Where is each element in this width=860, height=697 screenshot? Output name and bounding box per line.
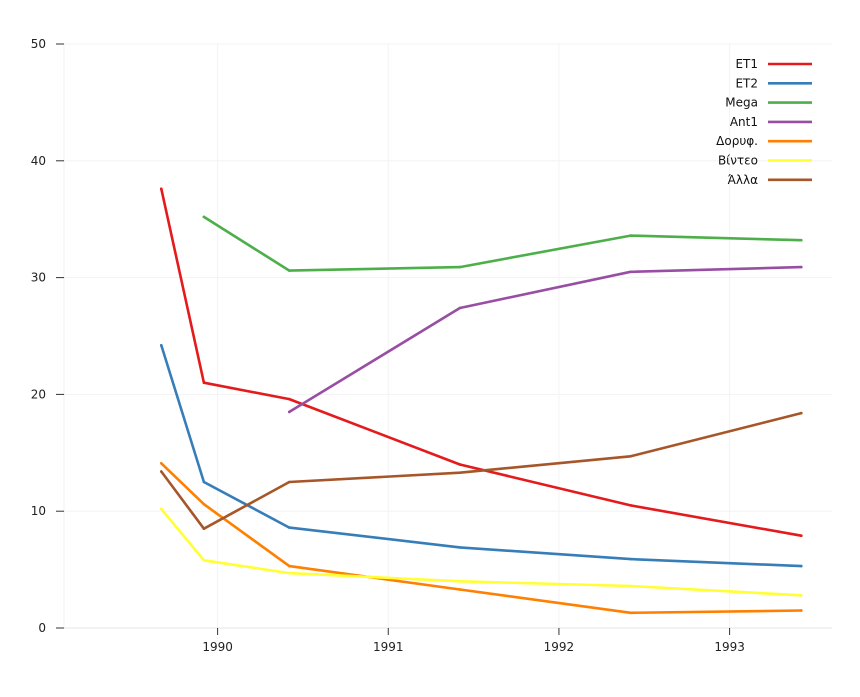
y-tick-label: 20 (31, 387, 46, 401)
legend-label: Δορυφ. (716, 134, 758, 148)
series-lines (159, 187, 803, 615)
data-point (458, 471, 462, 474)
legend-item[interactable]: ET1 (735, 57, 812, 71)
data-point (202, 527, 206, 531)
x-tick-label: 1991 (373, 640, 404, 654)
data-point (629, 584, 632, 588)
data-point (629, 270, 632, 274)
data-point (458, 306, 462, 310)
data-point (799, 534, 803, 538)
legend-label: Mega (725, 96, 758, 110)
data-point (799, 593, 803, 597)
data-point (287, 526, 291, 529)
x-tick-label: 1993 (714, 640, 745, 654)
legend-item[interactable]: Βίντεο (718, 154, 812, 168)
series-line-1 (160, 343, 803, 568)
data-point (159, 507, 163, 511)
legend-item[interactable]: Ant1 (730, 115, 812, 129)
series-line-0 (160, 187, 803, 538)
legend-label: ET1 (735, 57, 758, 71)
data-point (458, 463, 462, 466)
legend-label: Βίντεο (718, 154, 758, 168)
data-point (458, 265, 462, 269)
data-point (287, 480, 291, 484)
data-point (159, 344, 163, 347)
y-axis-ticks: 0 10 20 30 40 50 (31, 37, 64, 635)
legend-item[interactable]: Άλλα (728, 173, 812, 187)
grid-lines (64, 43, 832, 629)
data-point (629, 234, 632, 237)
data-point (287, 397, 291, 401)
data-point (159, 470, 163, 473)
data-point (287, 571, 291, 575)
data-point (159, 462, 163, 465)
y-tick-label: 10 (31, 504, 46, 518)
data-point (287, 269, 291, 272)
series-line-6 (160, 411, 803, 531)
legend-label: Άλλα (728, 173, 759, 187)
data-point (799, 238, 803, 242)
data-point (629, 504, 632, 507)
series-line-3 (287, 265, 803, 414)
data-point (202, 215, 206, 219)
x-tick-label: 1992 (544, 640, 575, 654)
series-line-5 (160, 507, 803, 597)
y-tick-label: 0 (38, 621, 46, 635)
x-axis-ticks: 1990 1991 1992 1993 (202, 628, 745, 654)
data-point (202, 480, 206, 484)
data-point (202, 381, 206, 385)
legend-item[interactable]: ET2 (735, 76, 812, 90)
legend-item[interactable]: Δορυφ. (716, 134, 812, 148)
legend[interactable]: ET1 ET2 Mega Ant1 Δορυφ. Βίντεο Άλλα (716, 57, 812, 187)
y-tick-label: 30 (31, 271, 46, 285)
data-point (458, 588, 462, 591)
axes (63, 44, 832, 629)
y-tick-label: 40 (31, 154, 46, 168)
data-point (458, 546, 462, 549)
legend-label: Ant1 (730, 115, 758, 129)
data-point (287, 410, 291, 414)
data-point (799, 609, 803, 612)
data-point (287, 564, 291, 568)
data-point (799, 411, 803, 415)
data-point (799, 564, 803, 568)
data-point (629, 557, 632, 561)
data-point (799, 265, 803, 269)
legend-label: ET2 (735, 76, 758, 90)
data-point (202, 502, 206, 506)
data-point (159, 187, 163, 191)
legend-item[interactable]: Mega (725, 96, 812, 110)
data-point (629, 455, 632, 458)
x-tick-label: 1990 (202, 640, 233, 654)
data-point (458, 579, 462, 583)
data-point (202, 558, 206, 562)
y-tick-label: 50 (31, 37, 46, 51)
data-point (629, 611, 632, 615)
